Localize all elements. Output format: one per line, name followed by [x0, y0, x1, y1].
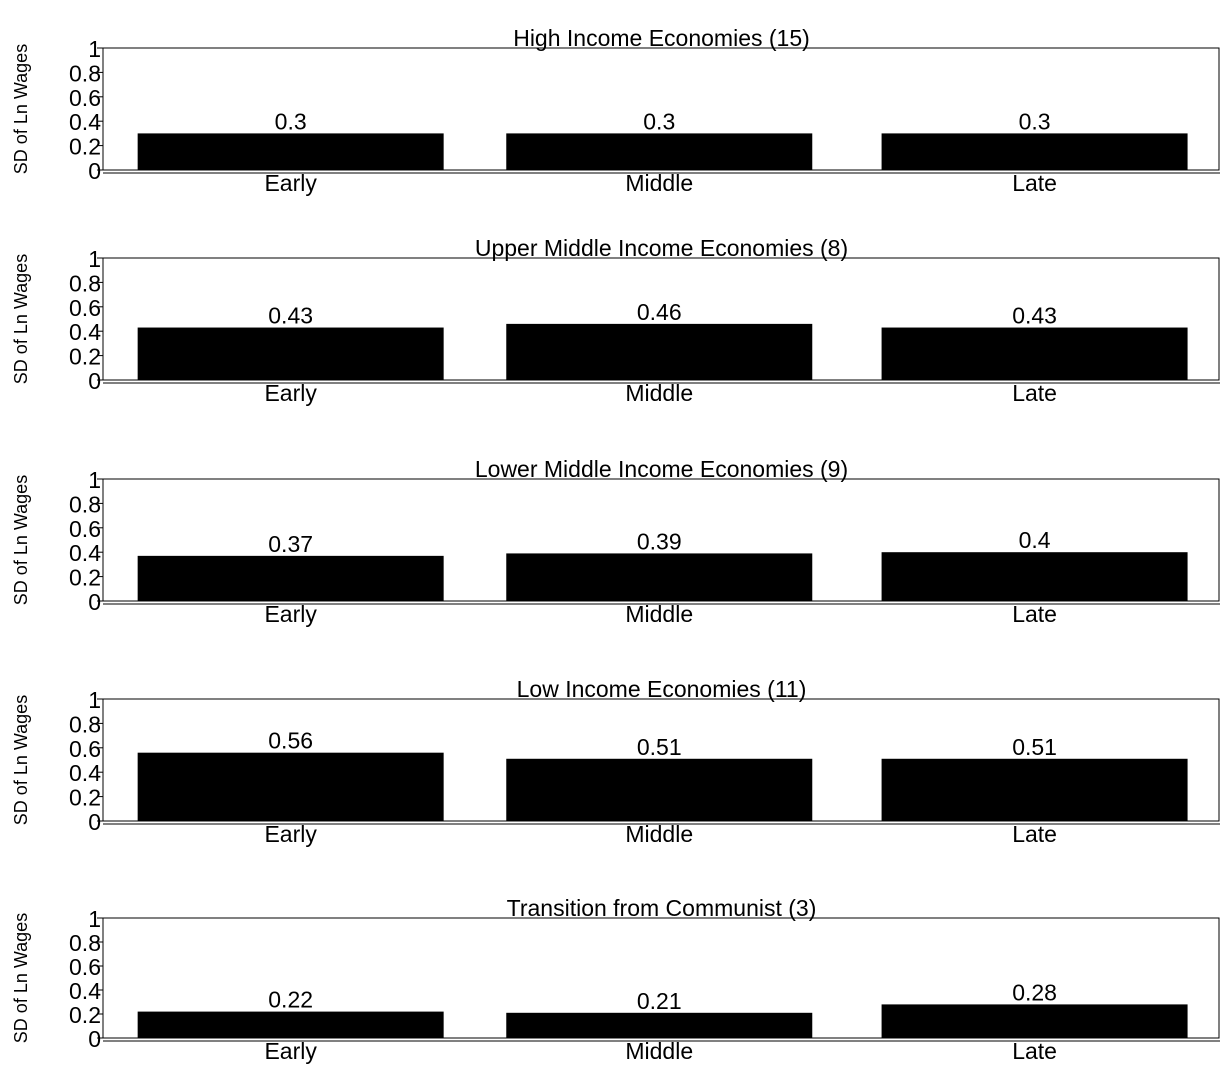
- y-tick-label: 0.6: [69, 516, 101, 542]
- y-tick-label: 0.4: [69, 760, 101, 786]
- y-tick-label: 1: [88, 687, 101, 713]
- y-tick-label: 0.8: [69, 270, 101, 296]
- data-label: 0.51: [1012, 734, 1057, 760]
- bar-middle: [506, 323, 813, 380]
- y-axis-label: SD of Ln Wages: [11, 475, 31, 605]
- data-label: 0.56: [268, 728, 313, 754]
- chart-title: Lower Middle Income Economies (9): [475, 456, 848, 482]
- chart-title: High Income Economies (15): [513, 25, 810, 51]
- chart-title: Upper Middle Income Economies (8): [475, 235, 848, 261]
- chart-title: Transition from Communist (3): [507, 895, 817, 921]
- data-label: 0.3: [643, 108, 675, 134]
- x-tick-label: Middle: [625, 1038, 693, 1064]
- y-tick-label: 0.8: [69, 930, 101, 956]
- y-tick-label: 0.6: [69, 85, 101, 111]
- data-label: 0.39: [637, 528, 682, 554]
- y-axis-label: SD of Ln Wages: [11, 254, 31, 384]
- bar-early: [137, 555, 444, 601]
- x-tick-label: Late: [1012, 601, 1057, 627]
- y-tick-label: 0.4: [69, 109, 101, 135]
- data-label: 0.28: [1012, 979, 1057, 1005]
- y-tick-label: 0.2: [69, 1002, 101, 1028]
- x-tick-label: Late: [1012, 170, 1057, 196]
- data-label: 0.43: [1012, 303, 1057, 329]
- x-tick-label: Early: [264, 380, 317, 406]
- y-tick-label: 0.8: [69, 491, 101, 517]
- y-tick-label: 0.4: [69, 540, 101, 566]
- y-tick-label: 0.2: [69, 565, 101, 591]
- data-label: 0.21: [637, 988, 682, 1014]
- bar-middle: [506, 1012, 813, 1038]
- y-tick-label: 0.2: [69, 134, 101, 160]
- x-tick-label: Late: [1012, 1038, 1057, 1064]
- x-tick-label: Middle: [625, 601, 693, 627]
- y-axis-label: SD of Ln Wages: [11, 44, 31, 174]
- chart-panel-3: Lower Middle Income Economies (9) SD of L…: [11, 456, 1220, 627]
- y-tick-label: 1: [88, 36, 101, 62]
- x-tick-label: Middle: [625, 821, 693, 847]
- x-tick-label: Early: [264, 821, 317, 847]
- y-tick-label: 0.4: [69, 319, 101, 345]
- x-tick-label: Middle: [625, 380, 693, 406]
- y-axis-label: SD of Ln Wages: [11, 695, 31, 825]
- x-tick-label: Early: [264, 170, 317, 196]
- y-tick-label: 1: [88, 906, 101, 932]
- x-tick-label: Late: [1012, 821, 1057, 847]
- bar-early: [137, 327, 444, 380]
- bar-middle: [506, 553, 813, 601]
- y-tick-label: 0.2: [69, 344, 101, 370]
- data-label: 0.3: [275, 108, 307, 134]
- data-label: 0.37: [268, 531, 313, 557]
- y-tick-label: 0.4: [69, 978, 101, 1004]
- y-tick-label: 0.2: [69, 785, 101, 811]
- data-label: 0.51: [637, 734, 682, 760]
- x-tick-label: Early: [264, 1038, 317, 1064]
- x-tick-label: Late: [1012, 380, 1057, 406]
- y-tick-label: 0.8: [69, 711, 101, 737]
- x-tick-label: Early: [264, 601, 317, 627]
- bar-late: [881, 552, 1188, 601]
- y-tick-label: 0.6: [69, 736, 101, 762]
- chart-panel-1: High Income Economies (15) SD of Ln Wages…: [11, 25, 1220, 196]
- y-tick-label: 0.6: [69, 954, 101, 980]
- y-tick-label: 0: [88, 589, 101, 615]
- data-label: 0.3: [1019, 108, 1051, 134]
- y-tick-label: 0.8: [69, 60, 101, 86]
- chart-panel-2: Upper Middle Income Economies (8) SD of L…: [11, 235, 1220, 406]
- bar-middle: [506, 133, 813, 170]
- bar-late: [881, 327, 1188, 380]
- y-tick-label: 0: [88, 368, 101, 394]
- bar-early: [137, 1011, 444, 1038]
- bar-early: [137, 752, 444, 821]
- bar-late: [881, 1004, 1188, 1038]
- y-tick-label: 0: [88, 1026, 101, 1052]
- y-tick-label: 0: [88, 158, 101, 184]
- data-label: 0.4: [1019, 527, 1051, 553]
- y-tick-label: 1: [88, 246, 101, 272]
- bar-middle: [506, 758, 813, 821]
- data-label: 0.22: [268, 987, 313, 1013]
- data-label: 0.43: [268, 303, 313, 329]
- data-label: 0.46: [637, 299, 682, 325]
- bar-early: [137, 133, 444, 170]
- chart-panel-4: Low Income Economies (11) SD of Ln Wages 0…: [11, 676, 1220, 847]
- bar-late: [881, 758, 1188, 821]
- y-tick-label: 1: [88, 467, 101, 493]
- bar-late: [881, 133, 1188, 170]
- chart-panel-5: Transition from Communist (3) SD of Ln Wa…: [11, 895, 1220, 1064]
- y-axis-label: SD of Ln Wages: [11, 913, 31, 1043]
- y-tick-label: 0: [88, 809, 101, 835]
- y-tick-label: 0.6: [69, 295, 101, 321]
- chart-title: Low Income Economies (11): [517, 676, 807, 702]
- x-tick-label: Middle: [625, 170, 693, 196]
